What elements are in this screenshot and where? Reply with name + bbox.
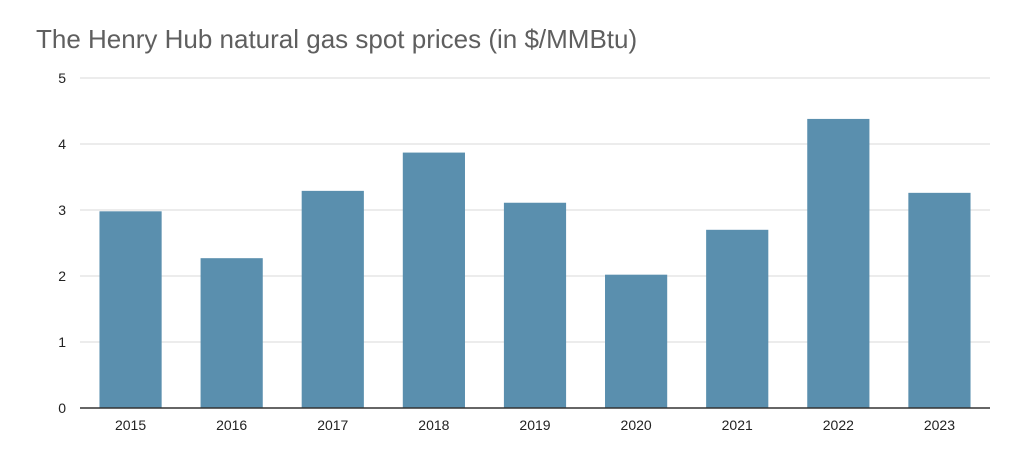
chart-title: The Henry Hub natural gas spot prices (i… [36, 24, 638, 54]
bar-2019 [503, 202, 567, 408]
x-tick-label: 2016 [216, 417, 247, 433]
bar-2020 [605, 274, 668, 408]
bar-2023 [908, 192, 971, 408]
bar-2015 [99, 211, 162, 408]
bar-2021 [706, 229, 769, 408]
x-tick-label: 2021 [722, 417, 753, 433]
y-tick-label: 2 [58, 268, 66, 284]
y-tick-label: 0 [58, 400, 66, 416]
x-tick-label: 2020 [621, 417, 652, 433]
bars [99, 118, 971, 409]
y-tick-label: 3 [58, 202, 66, 218]
x-tick-label: 2019 [519, 417, 550, 433]
y-tick-label: 1 [58, 334, 66, 350]
y-tick-label: 5 [58, 70, 66, 86]
x-axis-ticks: 2015 2016 2017 2018 2019 2020 2021 2022 2023 [115, 417, 955, 433]
x-tick-label: 2018 [418, 417, 449, 433]
x-tick-label: 2015 [115, 417, 146, 433]
y-axis-ticks: 0 1 2 3 4 5 [58, 70, 66, 416]
bar-2017 [301, 190, 364, 408]
y-tick-label: 4 [58, 136, 66, 152]
bar-2016 [200, 258, 263, 408]
x-tick-label: 2017 [317, 417, 348, 433]
x-tick-label: 2022 [823, 417, 854, 433]
x-tick-label: 2023 [924, 417, 955, 433]
bar-2018 [402, 152, 465, 408]
bar-2022 [807, 118, 870, 409]
